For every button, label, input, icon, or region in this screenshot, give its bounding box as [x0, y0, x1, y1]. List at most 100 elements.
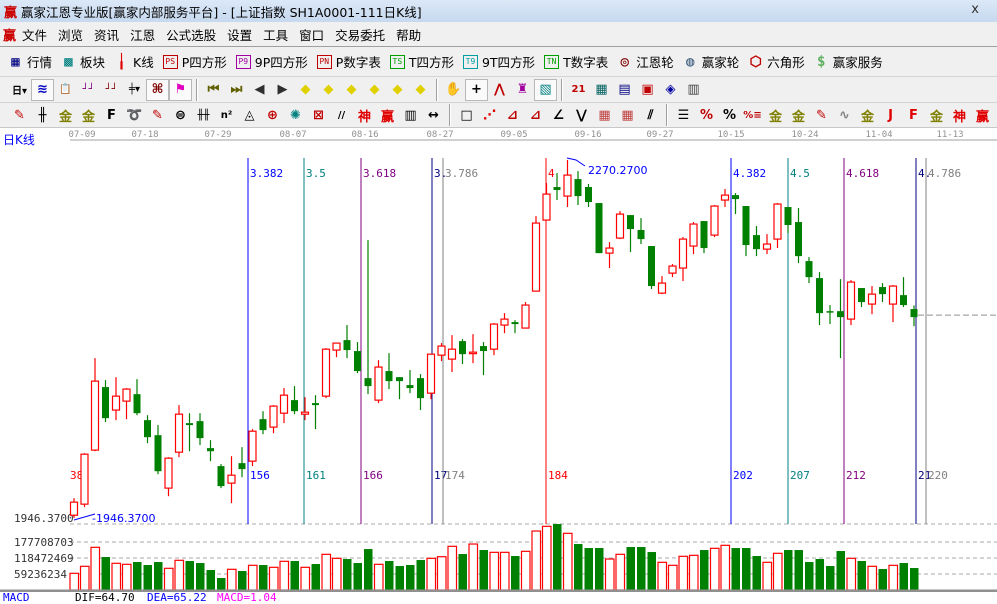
shen-angle-icon[interactable]: 神 — [952, 109, 966, 125]
last-icon[interactable]: ⏭ — [230, 82, 243, 97]
line-icon[interactable]: ⋀ — [494, 82, 505, 97]
menu-item[interactable]: 帮助 — [396, 27, 422, 43]
winner-service-button[interactable]: $ 赢家服务 — [814, 52, 883, 71]
wave-icon[interactable]: ≋ — [31, 78, 54, 101]
menu-item[interactable]: 江恩 — [130, 27, 156, 43]
measure-icon[interactable]: ↔ — [428, 107, 439, 123]
target-icon[interactable]: ⊕ — [267, 107, 278, 123]
parallel-icon[interactable]: ⫽ — [647, 107, 654, 123]
pen-ruler-icon[interactable]: ✎ — [152, 107, 163, 123]
puzzle-icon[interactable]: ⌘ — [146, 78, 169, 101]
gold-circle-icon[interactable]: 金 — [768, 109, 782, 125]
v-icon[interactable]: ⋁ — [576, 107, 587, 123]
quad-line-icon[interactable]: ╫╫ — [197, 109, 210, 121]
table-lines-icon[interactable]: ☰ — [677, 107, 690, 123]
volume-bar — [752, 556, 761, 590]
bars3-icon[interactable]: ┘┘ — [82, 84, 95, 95]
fan-icon[interactable]: ⋰ — [483, 107, 496, 123]
9p-square-button[interactable]: P9 9P四方形 — [235, 52, 308, 71]
close-icon[interactable]: x — [971, 2, 979, 17]
shen-icon[interactable]: 神 — [357, 109, 371, 125]
menu-item[interactable]: 文件 — [22, 27, 48, 43]
gold-angle-icon[interactable]: 金 — [929, 109, 943, 125]
percent-icon[interactable]: % — [722, 107, 737, 123]
diamond-expand-icon[interactable]: ◆ — [392, 82, 403, 97]
menu-item[interactable]: 窗口 — [299, 27, 325, 43]
computer-icon[interactable]: ▥ — [687, 82, 700, 97]
gold-lines-icon[interactable]: 金 — [791, 109, 805, 125]
angle-icon[interactable]: ∠ — [552, 107, 565, 123]
winner-wheel-button[interactable]: ◍ 赢家轮 — [683, 52, 739, 71]
triple-line-icon[interactable]: ╫ — [38, 107, 47, 123]
pen-line-icon[interactable]: ✎ — [816, 107, 827, 123]
box-icon[interactable]: □ — [460, 107, 473, 123]
calculator-icon[interactable]: ▦ — [595, 82, 608, 97]
hand-icon[interactable]: ✋ — [445, 82, 462, 97]
quotes-button[interactable]: ▦ 行情 — [8, 52, 52, 71]
indicator-name[interactable]: MACD — [3, 591, 30, 604]
sector-button[interactable]: ▩ 板块 — [61, 52, 105, 71]
circle-ruler-icon[interactable]: ⊜ — [175, 107, 186, 123]
volume-bar — [626, 547, 635, 590]
ruler-icon[interactable]: ▥ — [404, 107, 417, 123]
slash-icon[interactable]: // — [337, 109, 346, 121]
diamond-left-icon[interactable]: ◆ — [300, 82, 311, 97]
candle-type-icon[interactable]: ╪▾ — [128, 84, 141, 95]
menu-item[interactable]: 设置 — [227, 27, 253, 43]
web-icon[interactable]: ✺ — [290, 107, 301, 123]
gann-wheel-button[interactable]: ◎ 江恩轮 — [617, 52, 673, 71]
clipboard-icon[interactable]: 📋 — [59, 84, 72, 95]
menu-item[interactable]: 公式选股 — [166, 27, 217, 43]
t-number-table-button[interactable]: TN T数字表 — [544, 52, 608, 71]
calendar-icon[interactable]: 21 — [571, 84, 586, 95]
sine-icon[interactable]: ∿ — [839, 107, 850, 123]
fan2-icon[interactable]: ⊿ — [530, 107, 541, 123]
menu-item[interactable]: 资讯 — [94, 27, 120, 43]
ying-icon[interactable]: 赢 — [380, 109, 394, 125]
shirt-icon[interactable]: ♜ — [516, 82, 529, 97]
ying-angle-icon[interactable]: 赢 — [975, 109, 989, 125]
first-icon[interactable]: ⏮ — [207, 82, 220, 97]
j-angle-icon[interactable]: J — [888, 107, 893, 123]
flag-icon[interactable]: ⚑ — [169, 78, 192, 101]
right-icon[interactable]: ▶ — [277, 82, 288, 97]
network-icon[interactable]: ◈ — [665, 82, 676, 97]
diamond-v-icon[interactable]: ◆ — [415, 82, 426, 97]
fibonacci-icon[interactable]: F — [107, 107, 116, 123]
square-web-icon[interactable]: ⊠ — [313, 107, 324, 123]
left-icon[interactable]: ◀ — [254, 82, 265, 97]
gold-line-icon[interactable]: 金 — [58, 109, 72, 125]
crosshair-icon[interactable]: + — [465, 78, 488, 101]
9t-square-button[interactable]: T9 9T四方形 — [462, 52, 535, 71]
notepad-icon[interactable]: ▤ — [618, 82, 631, 97]
save-icon[interactable]: ▣ — [641, 82, 654, 97]
spiral-icon[interactable]: ➰ — [126, 107, 143, 123]
menu-logo[interactable]: 赢 — [3, 28, 17, 44]
diamond-right-icon[interactable]: ◆ — [323, 82, 334, 97]
pen-icon[interactable]: ✎ — [14, 107, 25, 123]
bars9-icon[interactable]: ┘┘ — [105, 84, 118, 95]
period-day-icon[interactable]: 日▾ — [11, 86, 28, 97]
percent-lines-icon[interactable]: %≡ — [743, 109, 762, 121]
p-square-button[interactable]: PS P四方形 — [162, 52, 227, 71]
grid-icon[interactable]: ▦ — [598, 107, 611, 123]
map-icon[interactable]: ▧ — [534, 78, 557, 101]
grid2-icon[interactable]: ▦ — [621, 107, 634, 123]
t-square-button[interactable]: TS T四方形 — [389, 52, 454, 71]
gold-line2-icon[interactable]: 金 — [81, 109, 95, 125]
kline-chart[interactable]: 07-09 07-18 07-29 08-07 08-16 08-27 09-05 09-16… — [0, 128, 997, 592]
hexagon-button[interactable]: ⬡ 六角形 — [748, 52, 805, 71]
f-angle-icon[interactable]: F — [909, 107, 918, 123]
p-number-table-button[interactable]: PN P数字表 — [316, 52, 381, 71]
gold-red-icon[interactable]: 金 — [860, 109, 874, 125]
box-fan-icon[interactable]: ⊿ — [507, 107, 518, 123]
kline-button[interactable]: ╽ K线 — [114, 52, 153, 71]
menu-item[interactable]: 交易委托 — [335, 27, 386, 43]
menu-item[interactable]: 工具 — [263, 27, 289, 43]
triangle-icon[interactable]: ◬ — [244, 107, 255, 123]
diamond-shrink-icon[interactable]: ◆ — [369, 82, 380, 97]
n-squared-icon[interactable]: n² — [220, 109, 233, 121]
diamond-h-icon[interactable]: ◆ — [346, 82, 357, 97]
percent-slash-icon[interactable]: % — [699, 107, 714, 123]
menu-item[interactable]: 浏览 — [58, 27, 84, 43]
